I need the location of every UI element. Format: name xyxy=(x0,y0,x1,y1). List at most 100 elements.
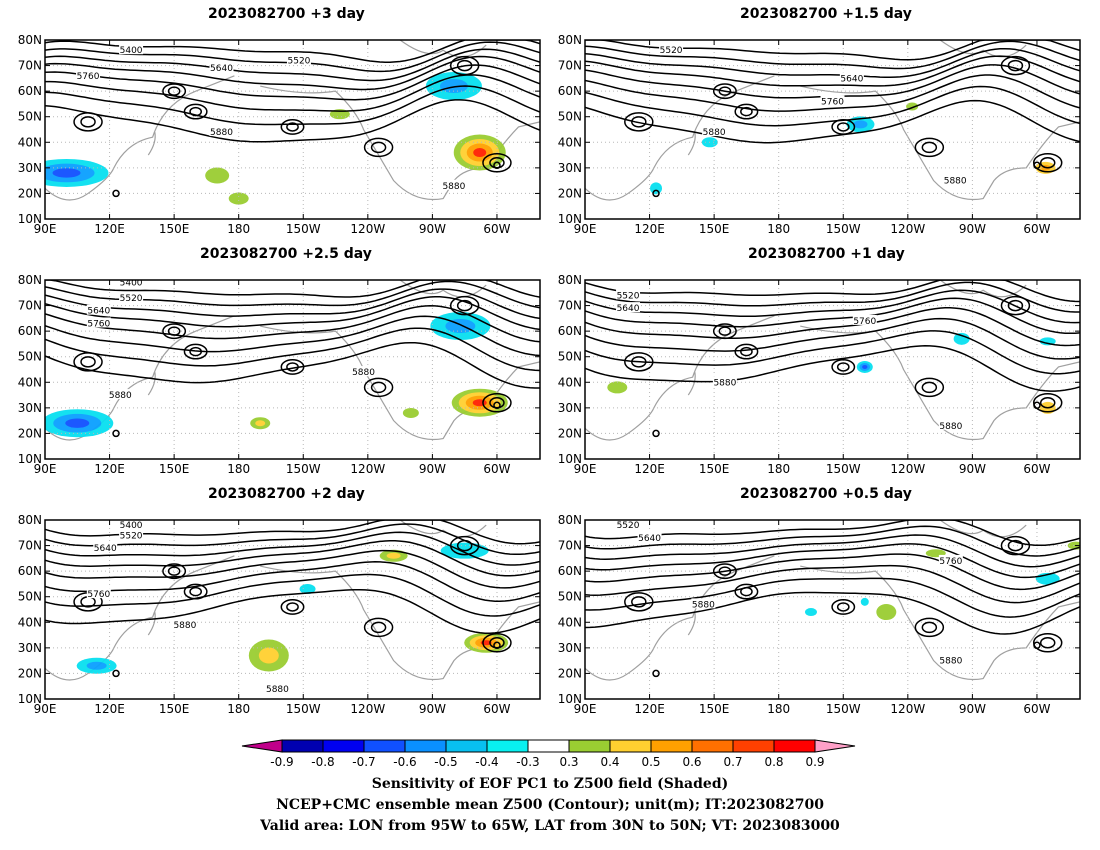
lon-tick-label: 90E xyxy=(34,702,57,716)
contour-label: 5520 xyxy=(120,294,143,304)
contour-label: 5880 xyxy=(713,378,736,388)
lat-tick-label: 70N xyxy=(18,539,42,553)
lat-tick-label: 40N xyxy=(558,615,582,629)
lat-tick-label: 30N xyxy=(558,161,582,175)
lon-tick-label: 120W xyxy=(350,702,385,716)
lon-tick-label: 90E xyxy=(574,462,597,476)
z500-contours xyxy=(45,280,540,438)
lat-tick-label: 30N xyxy=(18,401,42,415)
lon-tick-label: 120W xyxy=(890,222,925,236)
lat-tick-label: 50N xyxy=(18,350,42,364)
panel-title-4: 2023082700 +1 day xyxy=(748,246,905,262)
lon-tick-label: 150E xyxy=(159,222,190,236)
map-frame xyxy=(584,519,1081,700)
lon-tick-label: 90E xyxy=(574,702,597,716)
lon-tick-label: 180 xyxy=(767,702,790,716)
lon-tick-label: 150W xyxy=(286,222,321,236)
lon-tick-label: 90W xyxy=(959,222,986,236)
lat-tick-label: 10N xyxy=(558,452,582,466)
lon-tick-label: 180 xyxy=(227,702,250,716)
contour-label: 5640 xyxy=(210,64,233,74)
contour-label: 5760 xyxy=(821,97,844,107)
lon-tick-label: 60W xyxy=(1023,702,1050,716)
lat-tick-label: 80N xyxy=(18,513,42,527)
lon-tick-label: 120E xyxy=(634,462,665,476)
colorbar-label: -0.9 xyxy=(270,755,293,768)
colorbar: -0.9 -0.8 -0.7 -0.6 -0.5 -0.4 -0.3 0.3 0.4 0.5 0.6… xyxy=(241,739,856,768)
contour-label: 5880 xyxy=(173,621,196,631)
caption-line-2: NCEP+CMC ensemble mean Z500 (Contour); u… xyxy=(276,797,824,813)
lon-tick-label: 60W xyxy=(1023,462,1050,476)
colorbar-label: 0.5 xyxy=(641,755,660,768)
lat-tick-label: 40N xyxy=(558,135,582,149)
contour-label: 5880 xyxy=(944,177,967,187)
lon-tick-label: 90E xyxy=(34,222,57,236)
lon-tick-label: 90W xyxy=(419,702,446,716)
panel-title-3: 2023082700 +2.5 day xyxy=(200,246,372,262)
lon-tick-label: 90W xyxy=(419,222,446,236)
colorbar-label: 0.6 xyxy=(682,755,701,768)
lon-tick-label: 120W xyxy=(350,222,385,236)
lon-tick-label: 60W xyxy=(1023,222,1050,236)
contour-label: 5520 xyxy=(617,521,640,531)
lon-tick-label: 90W xyxy=(959,462,986,476)
lat-tick-label: 30N xyxy=(18,161,42,175)
contour-label: 5400 xyxy=(120,521,143,531)
lat-tick-label: 60N xyxy=(18,84,42,98)
colorbar-min-arrow xyxy=(241,739,283,753)
lat-tick-label: 70N xyxy=(558,59,582,73)
contour-label: 5640 xyxy=(94,544,117,554)
lon-tick-label: 150W xyxy=(286,702,321,716)
lat-tick-label: 20N xyxy=(558,186,582,200)
colorbar-label: 0.8 xyxy=(764,755,783,768)
lat-tick-label: 50N xyxy=(558,110,582,124)
lon-tick-label: 120E xyxy=(94,702,125,716)
contour-label: 5520 xyxy=(120,531,143,541)
colorbar-label: 0.3 xyxy=(559,755,578,768)
colorbar-swatch xyxy=(363,739,406,753)
colorbar-max-arrow xyxy=(814,739,856,753)
contour-label: 5880 xyxy=(352,368,375,378)
contour-label: 5520 xyxy=(660,46,683,56)
lon-tick-label: 90E xyxy=(574,222,597,236)
contour-label: 5640 xyxy=(87,307,110,317)
lat-tick-label: 80N xyxy=(558,513,582,527)
lat-tick-label: 70N xyxy=(18,299,42,313)
lat-tick-label: 60N xyxy=(558,324,582,338)
lon-tick-label: 150W xyxy=(826,462,861,476)
colorbar-label: -0.6 xyxy=(393,755,416,768)
contour-labels: 5400 5520 5640 5760 5880 5880 xyxy=(86,280,376,401)
contour-label: 5640 xyxy=(840,74,863,84)
colorbar-swatch xyxy=(650,739,693,753)
lat-tick-label: 20N xyxy=(18,426,42,440)
lon-tick-label: 60W xyxy=(483,462,510,476)
lon-tick-label: 90W xyxy=(959,702,986,716)
contour-label: 5760 xyxy=(87,319,110,329)
lat-tick-label: 10N xyxy=(18,692,42,706)
lon-tick-label: 150E xyxy=(699,702,730,716)
lon-tick-label: 180 xyxy=(227,222,250,236)
lat-tick-label: 70N xyxy=(558,299,582,313)
colorbar-swatch xyxy=(322,739,365,753)
contour-labels: 5520 5640 5760 5880 5880 xyxy=(659,44,968,187)
lon-tick-label: 120W xyxy=(350,462,385,476)
lat-tick-label: 10N xyxy=(18,452,42,466)
lat-tick-label: 50N xyxy=(18,590,42,604)
map-frame xyxy=(44,519,541,700)
lon-tick-label: 150W xyxy=(826,222,861,236)
lat-tick-label: 30N xyxy=(558,401,582,415)
panel-title-6: 2023082700 +0.5 day xyxy=(740,486,912,502)
lat-tick-label: 70N xyxy=(18,59,42,73)
contour-label: 5760 xyxy=(77,72,100,82)
contour-label: 5880 xyxy=(210,128,233,138)
lat-tick-label: 20N xyxy=(18,666,42,680)
lat-tick-label: 10N xyxy=(18,212,42,226)
colorbar-swatch xyxy=(404,739,447,753)
lat-tick-label: 70N xyxy=(558,539,582,553)
colorbar-swatch xyxy=(527,739,570,753)
lon-tick-label: 150E xyxy=(699,462,730,476)
caption-line-3: Valid area: LON from 95W to 65W, LAT fro… xyxy=(260,818,840,834)
lat-tick-label: 40N xyxy=(18,615,42,629)
lat-tick-label: 20N xyxy=(18,186,42,200)
